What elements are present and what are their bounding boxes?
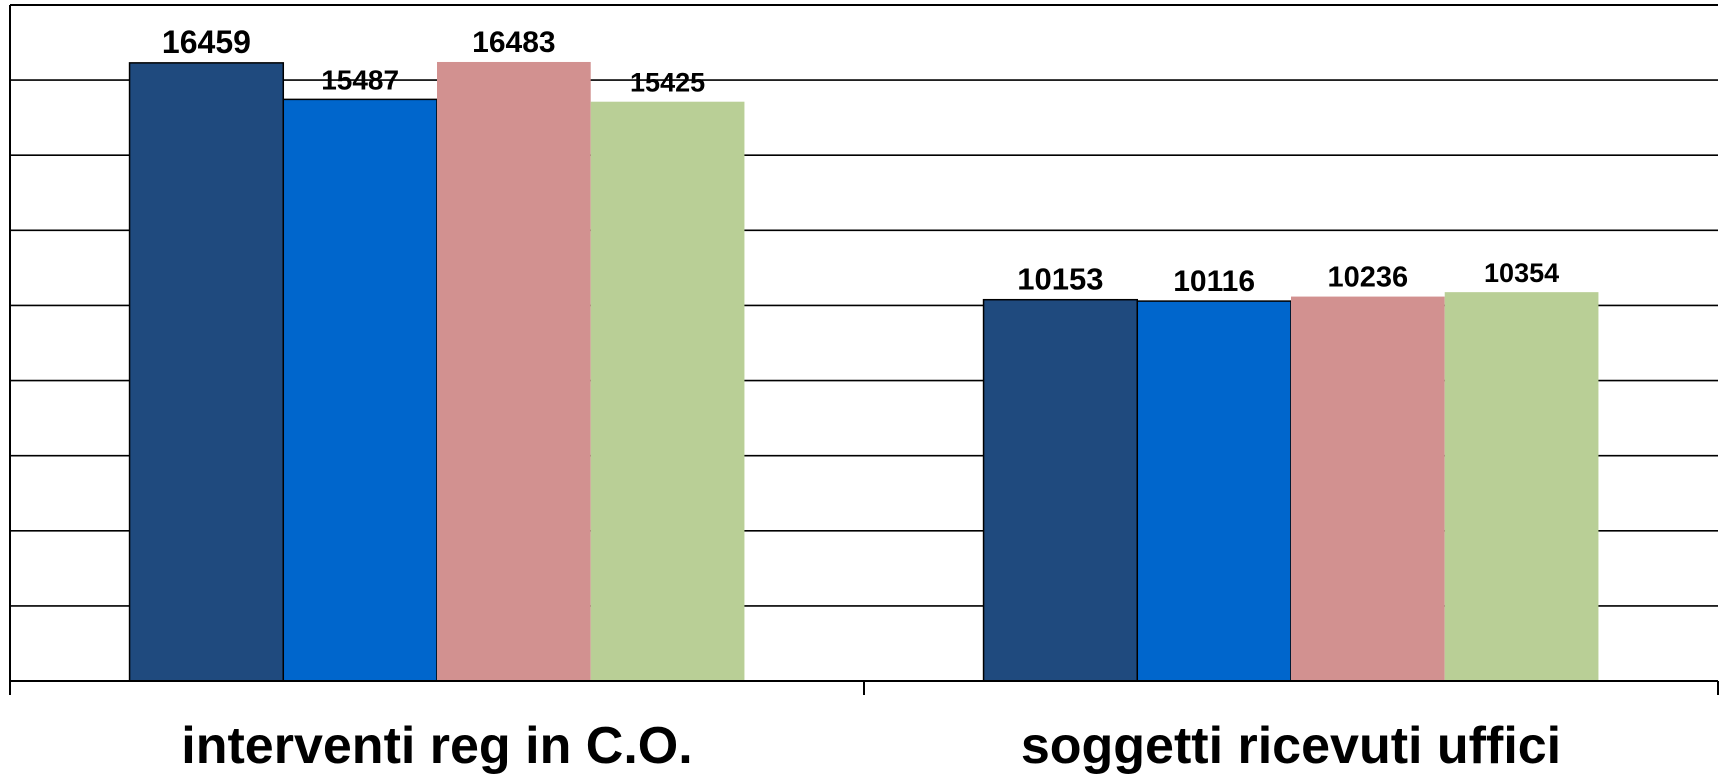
bars [128,61,1599,682]
data-label: 10153 [1017,262,1103,297]
bar [1291,296,1445,681]
bar [590,101,745,681]
bar [282,98,438,682]
data-label: 16459 [162,24,251,60]
x-tick-label: interventi reg in C.O. [181,717,692,775]
bar [437,61,591,681]
bar [128,62,285,682]
x-tick-label: soggetti ricevuti uffici [1021,717,1561,775]
bar [1444,292,1599,681]
data-labels: 16459 15487 16483 15425 10153 10116 10236 10354 [162,24,1559,298]
data-label: 15487 [321,64,399,95]
bar [1136,300,1292,682]
x-tick-labels: interventi reg in C.O. soggetti ricevuti … [181,717,1561,775]
data-label: 10236 [1328,262,1409,294]
data-label: 16483 [472,26,555,59]
x-axis [9,680,1719,695]
data-label: 15425 [630,68,705,98]
data-label: 10116 [1173,265,1255,298]
data-label: 10354 [1484,258,1559,288]
bar [982,298,1139,682]
